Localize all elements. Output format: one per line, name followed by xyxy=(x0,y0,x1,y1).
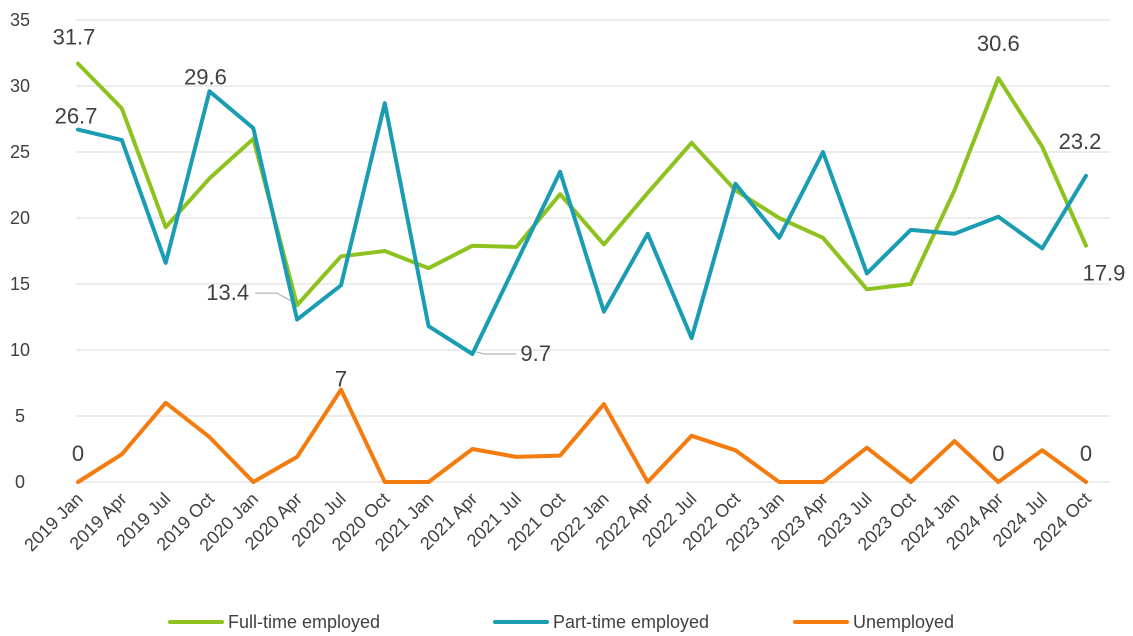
y-tick-label: 0 xyxy=(15,472,25,492)
data-label: 26.7 xyxy=(55,104,98,129)
legend-label: Full-time employed xyxy=(228,612,380,632)
legend-label: Unemployed xyxy=(853,612,954,632)
y-axis-tick-labels: 0 5 10 15 20 25 30 35 xyxy=(10,10,30,492)
series-lines xyxy=(76,61,1088,484)
data-label: 9.7 xyxy=(520,341,551,366)
data-label: 29.6 xyxy=(184,64,227,89)
series-line xyxy=(76,89,1088,356)
data-label: 13.4 xyxy=(206,280,249,305)
y-tick-label: 15 xyxy=(10,274,30,294)
y-tick-label: 30 xyxy=(10,76,30,96)
data-label: 17.9 xyxy=(1083,261,1126,286)
gridlines xyxy=(76,19,1110,483)
y-tick-label: 10 xyxy=(10,340,30,360)
legend-label: Part-time employed xyxy=(553,612,709,632)
y-tick-label: 35 xyxy=(10,10,30,30)
series-line xyxy=(76,61,1088,308)
data-label: 31.7 xyxy=(53,25,96,50)
leader-line xyxy=(476,351,517,355)
data-label: 23.2 xyxy=(1059,129,1102,154)
data-labels: 31.7 13.4 30.6 17.9 26.7 29.6 9.7 23.2 0 7 0 0 xyxy=(53,25,1126,466)
y-tick-label: 5 xyxy=(15,406,25,426)
data-label: 7 xyxy=(335,367,347,392)
legend: Full-time employed Part-time employed Unem… xyxy=(168,612,954,632)
y-tick-label: 25 xyxy=(10,142,30,162)
data-label: 0 xyxy=(1080,441,1092,466)
y-tick-label: 20 xyxy=(10,208,30,228)
leader-line xyxy=(255,292,292,302)
data-label: 30.6 xyxy=(977,31,1020,56)
series-line xyxy=(76,387,1088,484)
data-label: 0 xyxy=(72,441,84,466)
data-label: 0 xyxy=(992,441,1004,466)
